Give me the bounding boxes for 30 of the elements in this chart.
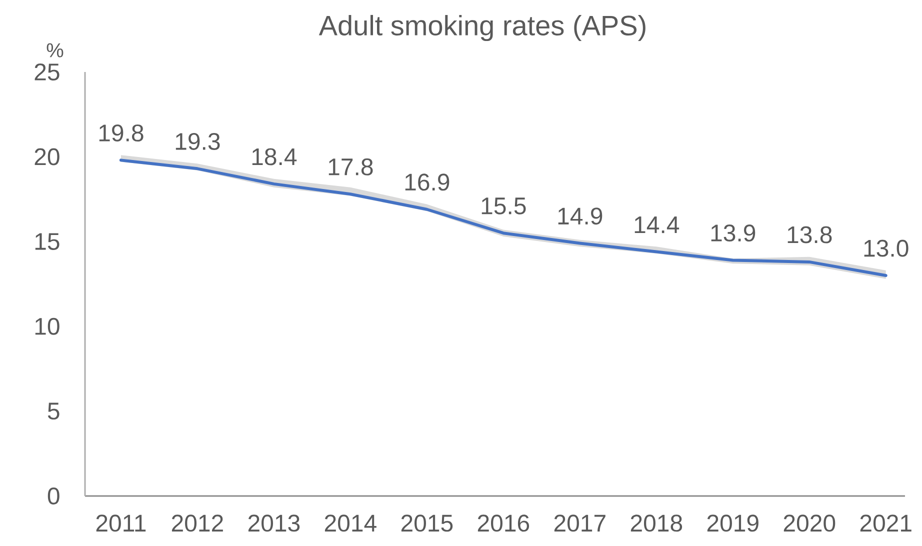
data-label: 19.8 [99,124,144,142]
y-tick-label: 10 [35,318,60,335]
x-tick-label: 2012 [172,514,223,532]
x-tick-label: 2014 [324,514,376,532]
data-label: 17.8 [328,158,373,176]
x-tick-label: 2017 [554,514,606,532]
data-label: 15.5 [482,198,526,214]
data-label: 13.0 [864,240,908,257]
x-tick-label: 2013 [248,514,300,532]
y-tick-label: 15 [35,233,60,250]
y-tick-label: 5 [48,402,60,420]
y-tick-label: 25 [34,63,60,80]
chart-title: Adult smoking rates (APS) [318,14,646,42]
x-tick-label: 2016 [478,514,530,532]
x-tick-label: 2018 [630,514,682,532]
y-tick-label: 20 [34,148,60,166]
data-label: 13.9 [711,224,756,242]
data-label: 14.4 [634,216,680,234]
data-label: 16.9 [405,174,450,191]
x-tick-label: 2020 [784,514,836,532]
x-tick-label: 2021 [860,514,912,532]
data-label: 13.8 [788,226,832,244]
y-tick-label: 0 [48,487,60,504]
data-label: 19.3 [176,132,220,150]
data-label: 18.4 [252,148,297,166]
x-tick-label: 2011 [96,514,146,532]
x-tick-label: 2019 [707,514,758,532]
y-axis-title: % [46,43,64,58]
data-label: 14.9 [558,208,602,225]
x-tick-label: 2015 [401,514,453,532]
